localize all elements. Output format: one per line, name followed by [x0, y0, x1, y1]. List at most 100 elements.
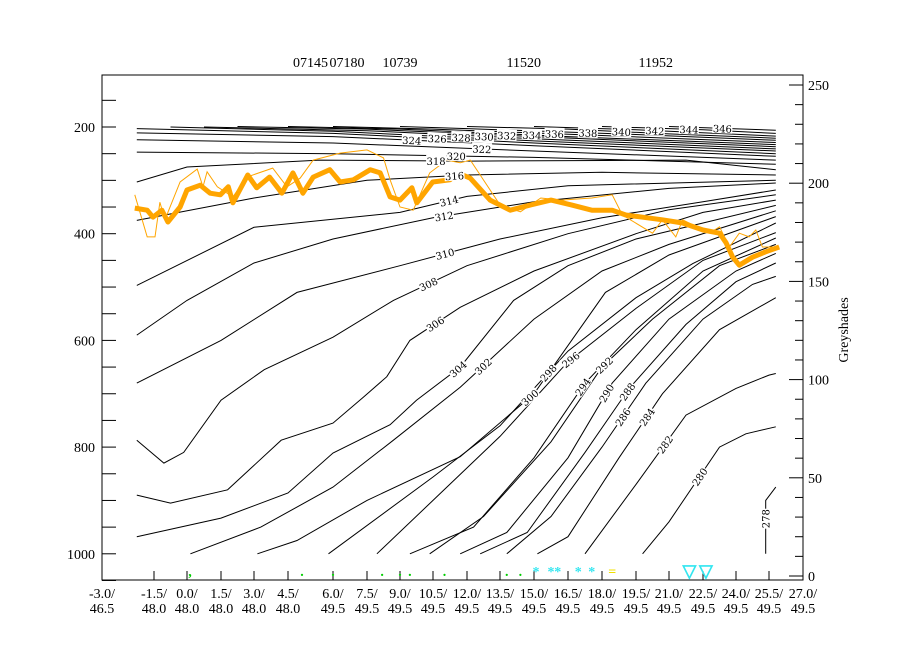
contour-label: 344 — [679, 125, 698, 137]
contour-label-bg — [433, 208, 455, 223]
left-axis-tick-label: 400 — [74, 228, 95, 243]
contour-label: 322 — [472, 145, 492, 157]
contour-label-group: 324 — [401, 133, 422, 148]
contour-line-314 — [136, 179, 776, 286]
x-axis-tick-label-bottom: 46.5 — [90, 602, 115, 617]
contour-label-group: 294 — [572, 375, 594, 399]
contour-label-bg — [759, 508, 771, 529]
contour-label-group: 278 — [759, 508, 773, 529]
right-axis-tick-label: 250 — [808, 79, 829, 94]
x-axis-tick-label-bottom: 49.5 — [355, 602, 380, 617]
contour-line-282 — [584, 373, 776, 555]
contour-label-bg — [416, 274, 440, 293]
contour-label: 346 — [713, 124, 732, 136]
contour-label-group: 330 — [473, 129, 495, 144]
x-axis-tick-label-top: 7.5/ — [356, 587, 378, 602]
right-axis-label: Greyshades — [837, 297, 852, 362]
contour-label: 278 — [762, 509, 773, 528]
contour-line-336 — [332, 126, 776, 143]
contour-label: 294 — [574, 377, 594, 399]
station-label: 07180 — [330, 56, 365, 71]
contour-label: 328 — [451, 133, 471, 145]
right-axis-tick-label: 0 — [808, 570, 815, 585]
contour-line-322 — [136, 139, 776, 161]
contour-label: 336 — [545, 129, 565, 141]
x-axis-tick-label-bottom: 49.5 — [791, 602, 816, 617]
contour-label-bg — [678, 122, 700, 135]
x-axis-tick-label-top: 25.5/ — [755, 587, 784, 602]
contour-label-bg — [612, 405, 633, 429]
contour-label-bg — [611, 125, 632, 138]
contour-label-group: 290 — [596, 381, 617, 405]
x-axis-tick-label-bottom: 49.5 — [388, 602, 413, 617]
x-axis-tick-label-bottom: 49.5 — [624, 602, 649, 617]
right-axis-tick-label: 200 — [808, 177, 829, 192]
contour-label-group: 300 — [518, 386, 542, 409]
left-axis-tick-label: 600 — [74, 334, 95, 349]
x-axis-tick-label-bottom: 49.5 — [757, 602, 782, 617]
contour-label-group: 322 — [471, 142, 493, 157]
tropopause-lines — [134, 149, 781, 268]
contour-label: 302 — [473, 357, 494, 378]
contour-label: 340 — [612, 127, 632, 139]
contour-label: 290 — [598, 383, 617, 405]
station-label: 07145 — [293, 56, 328, 71]
weather-symbol: . — [408, 565, 412, 580]
contour-label-group: 304 — [446, 357, 470, 381]
weather-symbols: ,........ * * * * * = ▽ ▽ — [188, 561, 714, 581]
x-axis-tick-label-bottom: 48.0 — [276, 602, 301, 617]
contour-label: 300 — [520, 388, 542, 409]
right-axis-tick-label: 50 — [808, 472, 822, 487]
isentrope-contours — [136, 126, 777, 555]
contour-label-group: 332 — [496, 128, 517, 143]
contour-label: 304 — [448, 360, 470, 381]
contour-label-group: 306 — [423, 313, 447, 335]
left-axis-tick-label: 1000 — [67, 548, 95, 563]
contour-label-group: 282 — [654, 432, 676, 456]
weather-symbol: . — [505, 565, 509, 580]
x-axis-tick-label-top: 1.5/ — [210, 587, 232, 602]
contour-label-group: 342 — [644, 124, 666, 138]
contour-label-group: 346 — [712, 122, 733, 136]
contour-label: 330 — [474, 132, 494, 144]
contour-line-278 — [765, 486, 777, 554]
weather-symbol: . — [300, 565, 304, 580]
weather-symbol: . — [519, 565, 523, 580]
contour-line-284 — [537, 297, 777, 555]
x-axis-tick-label-top: 18.0/ — [588, 587, 617, 602]
contour-label: 334 — [522, 131, 542, 143]
station-label: 10739 — [383, 56, 418, 71]
plot-frame — [101, 74, 804, 581]
weather-symbol: * — [533, 565, 540, 580]
weather-symbol: = — [608, 565, 616, 580]
x-axis-tick-label-top: 9.0/ — [389, 587, 411, 602]
contour-label-bg — [559, 348, 582, 370]
x-axis-tick-label-bottom: 49.5 — [522, 602, 547, 617]
x-axis-tick-label-top: 6.0/ — [322, 587, 344, 602]
right-axis-tick-label: 150 — [808, 275, 829, 290]
contour-label-group: 314 — [437, 192, 460, 210]
weather-symbol: . — [443, 565, 447, 580]
contour-label-bg — [688, 465, 710, 488]
contour-line-344 — [601, 126, 776, 134]
contour-line-306 — [136, 199, 776, 504]
contour-label-group: 344 — [678, 122, 700, 137]
contour-line-300 — [257, 216, 776, 555]
weather-symbol: ▽ — [698, 561, 714, 581]
x-axis-tick-label-bottom: 49.5 — [488, 602, 513, 617]
x-axis-tick-label-bottom: 48.0 — [242, 602, 267, 617]
contour-label-bg — [521, 128, 543, 141]
contour-line-342 — [533, 126, 776, 137]
contour-label-bg — [450, 130, 472, 143]
contour-label-group: 338 — [577, 126, 599, 140]
contour-label: 282 — [656, 434, 676, 456]
x-axis-tick-label-top: 12.0/ — [453, 587, 482, 602]
contour-label: 316 — [445, 171, 465, 183]
contour-line-286 — [506, 275, 776, 555]
right-axis-tick-label: 100 — [808, 374, 829, 389]
contour-label-bg — [544, 127, 565, 140]
contour-label: 314 — [439, 195, 460, 210]
weather-symbol: . — [380, 565, 384, 580]
contour-line-298 — [328, 222, 777, 555]
contour-label-bg — [433, 245, 456, 262]
